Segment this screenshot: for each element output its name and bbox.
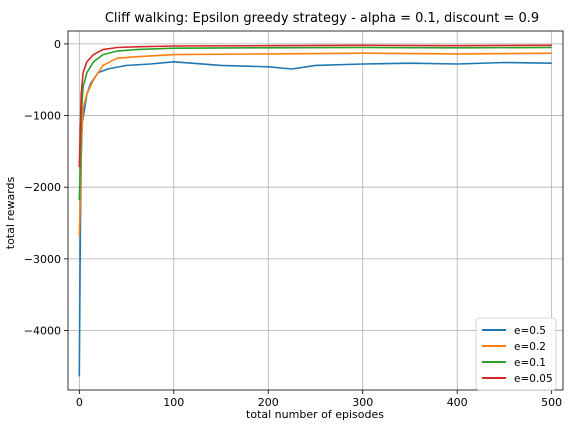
x-tick-label: 500: [541, 396, 562, 409]
axes-frame: [67, 30, 564, 391]
series-line-e-0-05: [78, 44, 552, 168]
y-tick-label: −3000: [24, 253, 61, 266]
y-tick-label: −4000: [24, 325, 61, 338]
legend-label: e=0.5: [514, 325, 546, 337]
x-tick-label: 200: [258, 396, 279, 409]
x-tick-label: 400: [447, 396, 468, 409]
x-axis-label: total number of episodes: [246, 408, 384, 421]
y-axis-label: total rewards: [4, 176, 17, 249]
legend-label: e=0.2: [514, 341, 546, 353]
legend-box: [475, 317, 557, 391]
x-tick-label: 100: [163, 396, 184, 409]
axis-ticks: 0 100 200 300 400 500 0 −1000 −2000 −3000 −4000: [24, 38, 562, 409]
y-tick-label: −2000: [24, 181, 61, 194]
y-tick-label: −1000: [24, 110, 61, 123]
x-tick-label: 300: [352, 396, 373, 409]
legend: e=0.5 e=0.2 e=0.1 e=0.05: [475, 317, 557, 391]
x-tick-label: 0: [76, 396, 83, 409]
chart-title: Cliff walking: Epsilon greedy strategy -…: [105, 11, 539, 26]
legend-label: e=0.1: [514, 357, 546, 369]
legend-label: e=0.05: [514, 373, 553, 385]
series-group: [78, 44, 552, 377]
y-tick-label: 0: [54, 38, 61, 51]
